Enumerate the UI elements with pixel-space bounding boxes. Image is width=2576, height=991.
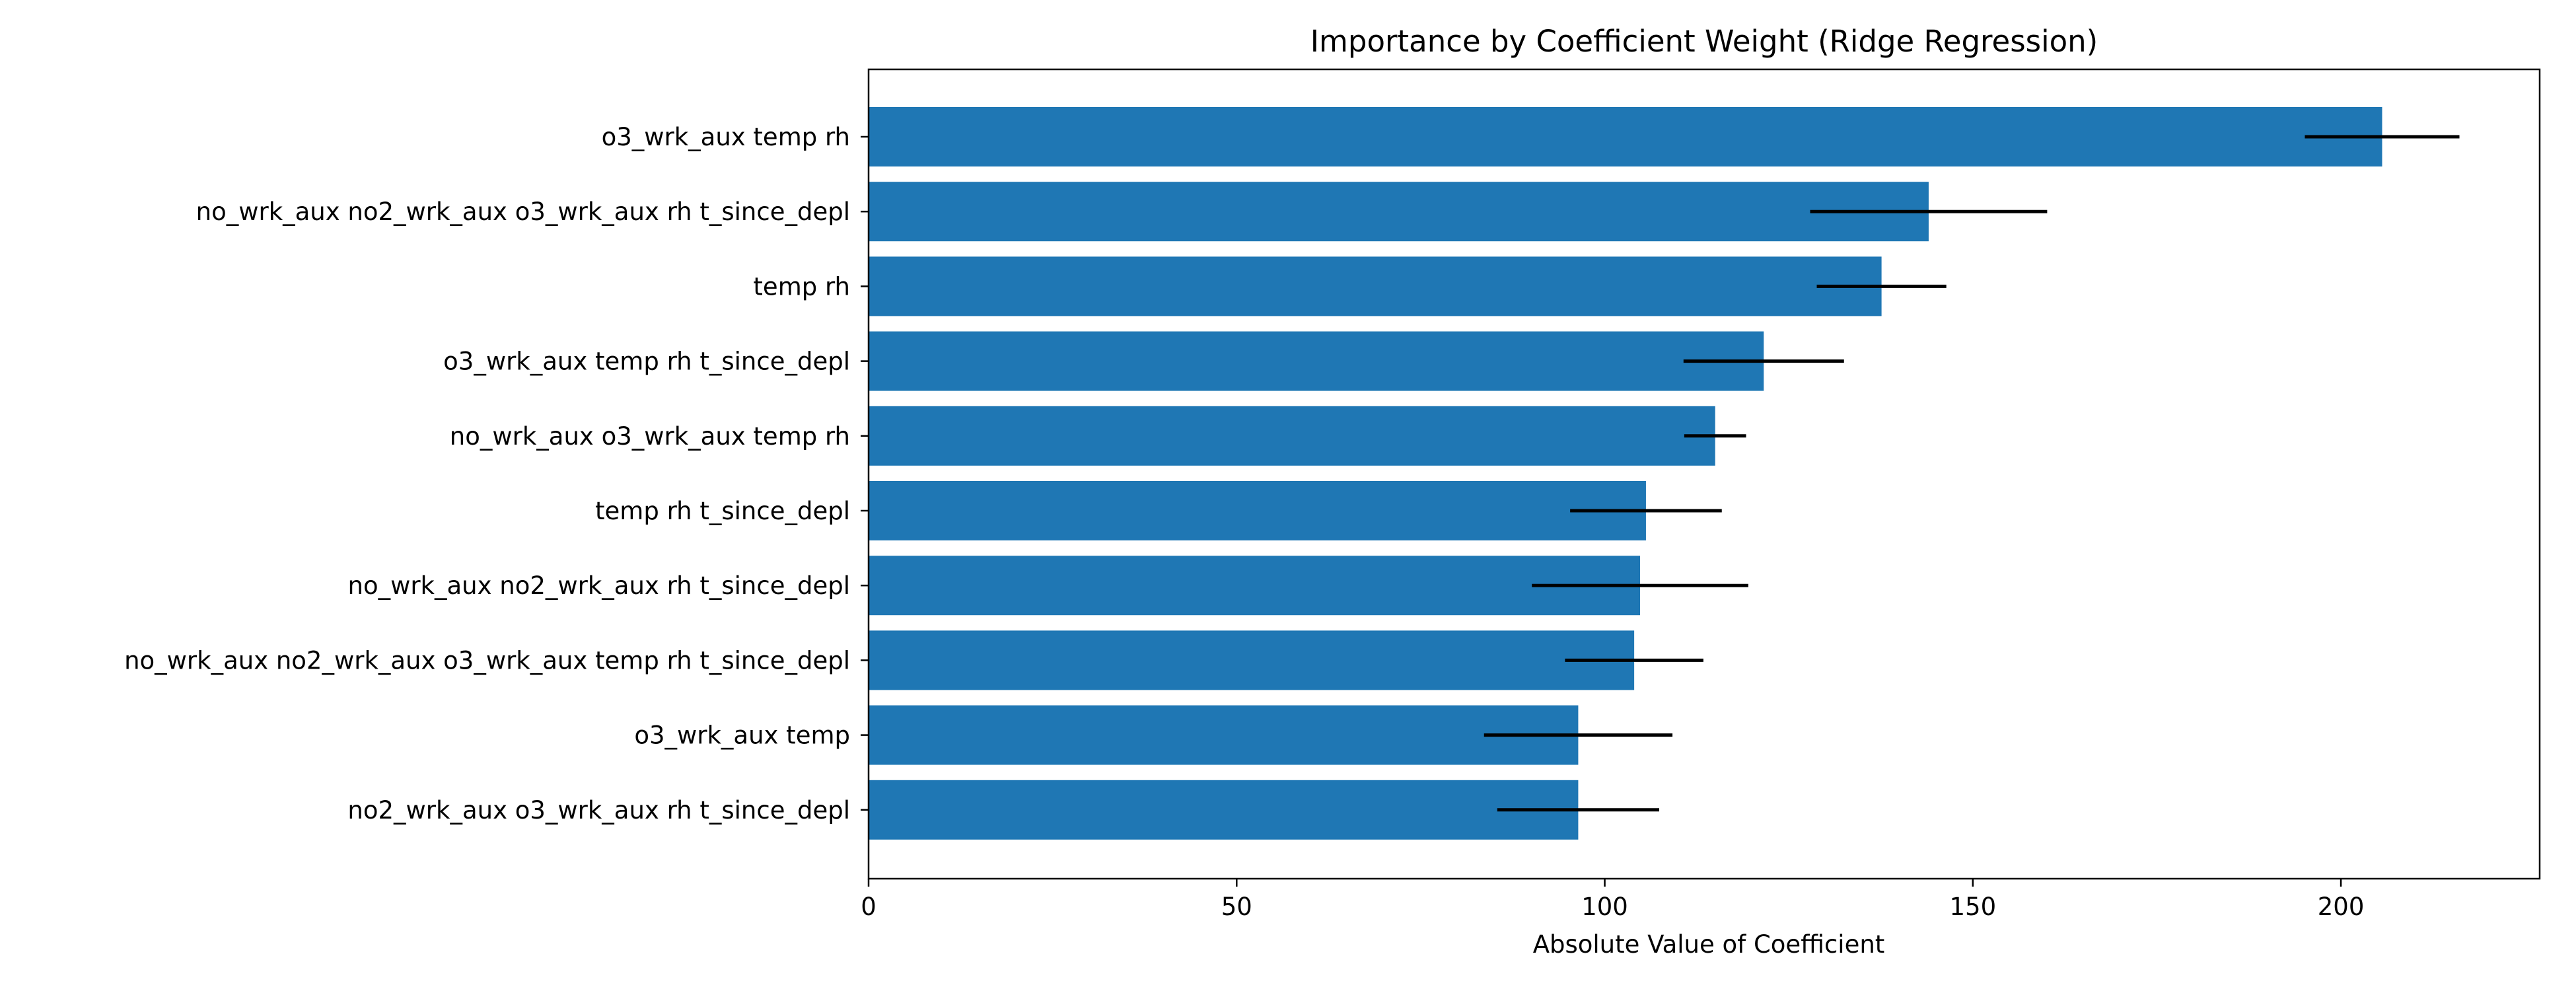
bar (869, 705, 1579, 765)
x-tick-label: 0 (861, 893, 877, 921)
y-tick-label: no_wrk_aux no2_wrk_aux o3_wrk_aux rh t_s… (196, 198, 850, 226)
y-tick-label: no_wrk_aux no2_wrk_aux rh t_since_depl (348, 571, 851, 600)
bar (869, 556, 1641, 616)
error-bars-group (1484, 135, 2460, 812)
x-tick-label: 50 (1221, 893, 1252, 921)
y-tick-label: o3_wrk_aux temp rh t_since_depl (443, 348, 850, 376)
bar (869, 256, 1882, 316)
y-tick-label: o3_wrk_aux temp (634, 721, 850, 750)
bar (869, 107, 2382, 166)
x-tick-label: 100 (1581, 893, 1628, 921)
x-axis: 0 50 100 150 200 (861, 879, 2364, 921)
chart-title: Importance by Coefficient Weight (Ridge … (1310, 24, 2098, 59)
bar (869, 406, 1715, 466)
bar (869, 630, 1635, 690)
y-tick-label: no_wrk_aux no2_wrk_aux o3_wrk_aux temp r… (124, 646, 850, 675)
y-tick-label: no_wrk_aux o3_wrk_aux temp rh (450, 422, 850, 451)
y-tick-labels: o3_wrk_aux temp rh no_wrk_aux no2_wrk_aux… (124, 123, 869, 825)
bar (869, 331, 1764, 391)
bar (869, 182, 1929, 242)
y-tick-label: temp rh t_since_depl (595, 497, 850, 525)
bar (869, 481, 1646, 540)
x-axis-label: Absolute Value of Coefficient (1533, 930, 1885, 959)
x-tick-label: 200 (2318, 893, 2365, 921)
y-tick-label: no2_wrk_aux o3_wrk_aux rh t_since_depl (347, 796, 850, 825)
y-tick-label: temp rh (753, 272, 850, 301)
bars-group (869, 107, 2382, 840)
bar (869, 780, 1579, 840)
x-tick-label: 150 (1949, 893, 1996, 921)
y-tick-label: o3_wrk_aux temp rh (602, 123, 850, 151)
plot-frame (867, 68, 2541, 880)
